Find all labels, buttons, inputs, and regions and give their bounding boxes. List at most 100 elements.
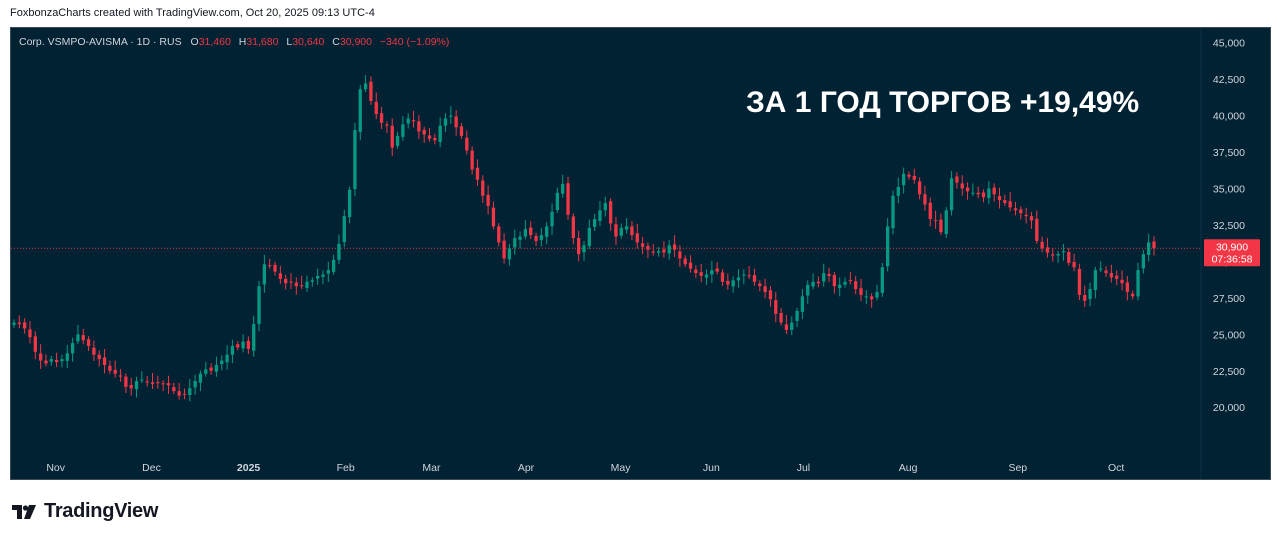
x-tick-label: Dec bbox=[142, 462, 161, 474]
candle-body bbox=[12, 322, 16, 325]
candle-body bbox=[486, 194, 490, 206]
candle-body bbox=[923, 194, 927, 205]
candle bbox=[1019, 206, 1023, 220]
candle-body bbox=[1024, 214, 1028, 217]
x-tick-label: Nov bbox=[46, 462, 65, 474]
candle bbox=[433, 133, 437, 145]
close-value: 30,900 bbox=[339, 36, 372, 48]
candle bbox=[315, 268, 320, 285]
candle bbox=[736, 269, 741, 288]
candle-body bbox=[326, 270, 330, 274]
candle-body bbox=[268, 265, 272, 267]
candle-body bbox=[475, 167, 480, 180]
candle-body bbox=[470, 150, 474, 170]
candle bbox=[134, 376, 139, 398]
candle bbox=[204, 362, 208, 377]
high-value: 31,680 bbox=[246, 36, 279, 48]
candlestick-chart[interactable]: 20,00022,50025,00027,50030,00032,50035,0… bbox=[11, 28, 1271, 480]
candle bbox=[539, 227, 544, 247]
candle-body bbox=[385, 124, 389, 126]
candle-body bbox=[523, 229, 528, 237]
candle bbox=[577, 230, 581, 262]
candle bbox=[1072, 253, 1076, 272]
candle-body bbox=[1083, 294, 1087, 301]
candle-body bbox=[395, 135, 400, 146]
candle-body bbox=[411, 120, 416, 122]
candle-body bbox=[816, 281, 821, 284]
candle-body bbox=[939, 219, 943, 233]
candle-body bbox=[118, 375, 123, 377]
candle-body bbox=[582, 245, 586, 253]
candle-body bbox=[193, 380, 197, 388]
y-tick-label: 40,000 bbox=[1213, 111, 1245, 123]
candle bbox=[140, 371, 144, 384]
candle bbox=[901, 167, 906, 194]
candle-body bbox=[342, 216, 346, 243]
candle bbox=[864, 290, 868, 304]
candle-body bbox=[1093, 270, 1098, 290]
candle bbox=[912, 168, 916, 184]
candle-body bbox=[358, 89, 362, 132]
candle bbox=[44, 354, 48, 367]
candle-body bbox=[768, 290, 773, 300]
price-badge-value: 30,900 bbox=[1216, 241, 1248, 253]
candle-body bbox=[1051, 254, 1055, 256]
candle-body bbox=[992, 187, 996, 195]
candle-body bbox=[763, 286, 767, 293]
candle-body bbox=[1061, 251, 1066, 253]
candle-body bbox=[278, 273, 283, 279]
candle bbox=[1120, 270, 1124, 291]
candle bbox=[720, 269, 725, 286]
candle bbox=[619, 223, 623, 239]
candle bbox=[667, 240, 671, 260]
candle-body bbox=[571, 216, 575, 239]
candle-body bbox=[550, 211, 554, 227]
candle-body bbox=[417, 121, 421, 132]
candle-body bbox=[1013, 208, 1018, 211]
candle-body bbox=[779, 313, 783, 323]
candle bbox=[1115, 270, 1119, 286]
candle-body bbox=[960, 183, 964, 189]
y-tick-label: 27,500 bbox=[1213, 293, 1245, 305]
x-tick-label: Apr bbox=[518, 462, 535, 474]
candle-body bbox=[347, 189, 352, 218]
candle bbox=[933, 210, 938, 229]
candle bbox=[795, 307, 799, 328]
candle bbox=[177, 382, 181, 400]
tradingview-logo[interactable]: TradingView bbox=[12, 500, 158, 523]
candle bbox=[891, 190, 895, 235]
candle bbox=[646, 242, 650, 259]
y-tick-label: 42,500 bbox=[1213, 74, 1245, 86]
candle bbox=[683, 255, 687, 268]
candle bbox=[593, 213, 597, 231]
candle-body bbox=[124, 376, 128, 387]
candle bbox=[150, 373, 155, 390]
open-value: 31,460 bbox=[198, 36, 231, 48]
x-tick-label: May bbox=[611, 462, 632, 474]
candle bbox=[1024, 207, 1028, 224]
candle-body bbox=[513, 238, 517, 248]
candle-body bbox=[965, 187, 970, 192]
candle-body bbox=[363, 83, 368, 90]
y-tick-label: 22,500 bbox=[1213, 366, 1245, 378]
x-tick-label: Sep bbox=[1008, 462, 1027, 474]
candle-body bbox=[907, 174, 911, 177]
candle bbox=[545, 222, 549, 245]
candle-body bbox=[774, 300, 778, 314]
candle bbox=[907, 171, 911, 180]
candle-body bbox=[715, 268, 719, 272]
candle-body bbox=[1099, 268, 1103, 270]
candle-body bbox=[1131, 293, 1135, 297]
candle-body bbox=[1019, 209, 1023, 214]
candle-body bbox=[539, 235, 544, 241]
candle-body bbox=[608, 201, 613, 224]
chart-panel[interactable]: 20,00022,50025,00027,50030,00032,50035,0… bbox=[10, 27, 1271, 480]
candle bbox=[848, 271, 853, 285]
candle-body bbox=[273, 264, 277, 272]
candle bbox=[81, 328, 85, 345]
candle bbox=[209, 363, 213, 375]
candle-body bbox=[289, 281, 293, 283]
candle bbox=[497, 223, 501, 247]
candle-body bbox=[28, 329, 32, 338]
candle bbox=[790, 316, 794, 336]
